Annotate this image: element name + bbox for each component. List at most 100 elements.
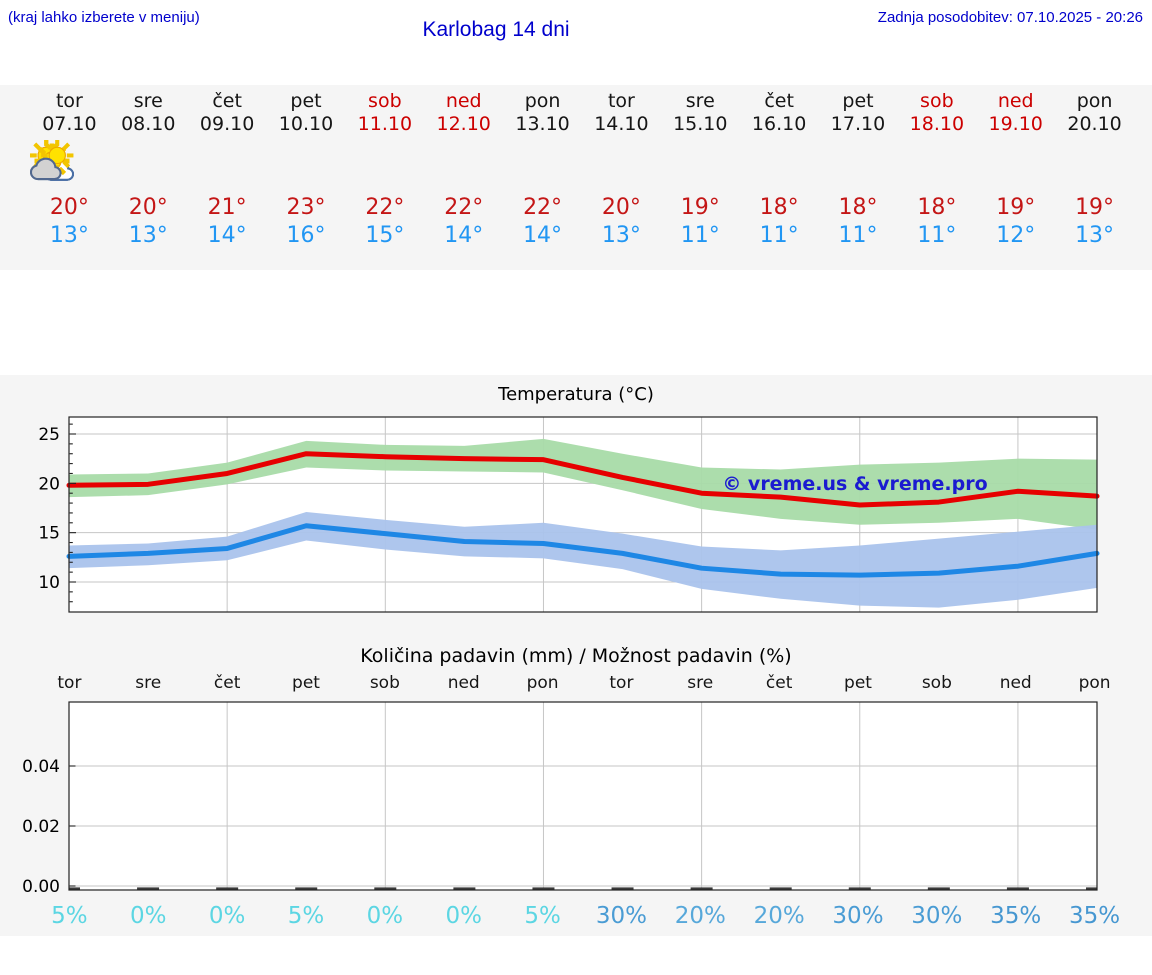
forecast-day: sob 18.10 18° 11° [34, 90, 976, 250]
precip-probability: 5% [524, 903, 561, 929]
day-date: 13.10 [515, 113, 570, 135]
forecast-day: sob 11.10 22° 15° [34, 90, 424, 250]
forecast-day: pet 10.10 23° 16° [30, 90, 346, 250]
day-min-temp: 15° [365, 223, 405, 248]
day-max-temp: 22° [444, 195, 484, 220]
precip-day-label: čet [213, 673, 241, 693]
precip-day-label: ned [447, 673, 480, 693]
precip-day-label: sre [135, 673, 162, 693]
min-temperature-range-band [69, 511, 1097, 608]
day-icon [34, 138, 661, 186]
day-date: 18.10 [909, 113, 965, 135]
precip-day-label: pon [1078, 673, 1111, 693]
day-date: 14.10 [594, 113, 649, 135]
day-min-temp: 12° [996, 223, 1036, 248]
day-name: sre [685, 90, 715, 112]
menu-hint-note: (kraj lahko izberete v meniju) [8, 9, 200, 26]
day-name: sre [133, 90, 163, 112]
day-date: 20.10 [1067, 113, 1122, 135]
day-name: pet [290, 90, 322, 112]
precip-bar [927, 887, 950, 890]
precip-bar [532, 887, 555, 890]
forecast-day: pet 17.10 18° 11° [34, 90, 898, 250]
day-min-temp: 13° [128, 223, 168, 248]
day-min-temp: 13° [601, 223, 641, 248]
day-max-temp: 19° [996, 195, 1036, 220]
precip-day-label: ned [999, 673, 1032, 693]
day-name: čet [212, 90, 242, 112]
min-temperature-line [66, 523, 1100, 578]
precip-bar [1086, 887, 1097, 890]
svg-text:10: 10 [38, 573, 60, 593]
day-name: pet [842, 90, 874, 112]
day-name: tor [607, 90, 635, 112]
day-icon [34, 138, 503, 186]
day-icon [34, 138, 898, 186]
precip-bar [374, 887, 397, 890]
precip-bar [848, 887, 871, 890]
day-icon [34, 138, 819, 186]
day-max-temp: 20° [49, 195, 89, 220]
forecast-day: pon 13.10 22° 14° [30, 90, 582, 250]
day-min-temp: 14° [444, 223, 484, 248]
watermark: © vreme.us & vreme.pro [722, 473, 987, 495]
precip-probability: 30% [911, 903, 963, 929]
precip-probability: 5% [287, 903, 325, 929]
precipitation-probability-row: 5% 0% 0% 5% 0% 0% 5% 30% 20% 20% 30% 30% 35% 35% [30, 901, 1134, 931]
precip-probability: 5% [51, 903, 88, 929]
day-min-temp: 14° [523, 223, 563, 248]
day-icon [34, 138, 1055, 186]
page-title: Karlobag 14 dni [422, 18, 570, 41]
precip-day-label: tor [609, 673, 634, 693]
precip-bar [69, 887, 80, 890]
day-min-temp: 11° [680, 223, 720, 248]
precip-bar [1006, 887, 1029, 890]
precip-bar [769, 887, 792, 890]
day-date: 12.10 [436, 113, 491, 135]
precip-bar [295, 887, 318, 890]
max-temperature-range-band [69, 438, 1097, 530]
day-name: pon [524, 90, 561, 112]
precip-probability: 30% [595, 903, 647, 929]
day-icon [30, 138, 346, 186]
forecast-day: tor 14.10 20° 13° [34, 90, 661, 250]
day-icon [30, 138, 267, 186]
day-max-temp: 19° [1075, 195, 1115, 220]
precip-probability: 0% [366, 903, 404, 929]
day-name: ned [445, 90, 482, 112]
day-icon [30, 138, 582, 186]
day-name: tor [55, 90, 83, 112]
forecast-day: ned 19.10 19° 12° [34, 90, 1055, 250]
precip-day-label: sob [369, 673, 400, 693]
forecast-strip-grid: tor 07.10 20° 13° sre 08.10 20° 13° čet 09.10 2… [30, 90, 1134, 250]
precipitation-chart: 0.00 0.02 0.04 [22, 701, 1098, 897]
day-date: 07.10 [42, 113, 97, 135]
day-max-temp: 19° [680, 195, 720, 220]
day-max-temp: 22° [523, 195, 563, 220]
day-min-temp: 13° [1075, 223, 1115, 248]
day-icon [34, 138, 740, 186]
day-min-temp: 14° [207, 223, 247, 248]
svg-text:15: 15 [38, 524, 60, 544]
precip-probability: 20% [753, 903, 805, 929]
svg-text:25: 25 [38, 425, 60, 445]
last-update-timestamp: Zadnja posodobitev: 07.10.2025 - 20:26 [877, 9, 1143, 26]
max-temperature-line [66, 451, 1100, 508]
day-name: sob [920, 90, 954, 112]
forecast-day: čet 09.10 21° 14° [30, 90, 267, 250]
precip-day-label: pet [292, 673, 320, 693]
precip-probability: 35% [990, 903, 1042, 929]
precip-probability: 35% [1069, 903, 1121, 929]
svg-text:20: 20 [38, 474, 60, 494]
precip-day-label: pon [526, 673, 559, 693]
day-max-temp: 20° [128, 195, 168, 220]
day-icon [30, 138, 1134, 186]
precip-probability: 0% [130, 903, 167, 929]
svg-text:0.00: 0.00 [22, 877, 60, 897]
forecast-day: pon 20.10 19° 13° [30, 90, 1134, 250]
day-icon [34, 138, 976, 186]
day-date: 11.10 [357, 113, 413, 135]
precip-bar [453, 887, 476, 890]
day-date: 17.10 [830, 113, 886, 135]
